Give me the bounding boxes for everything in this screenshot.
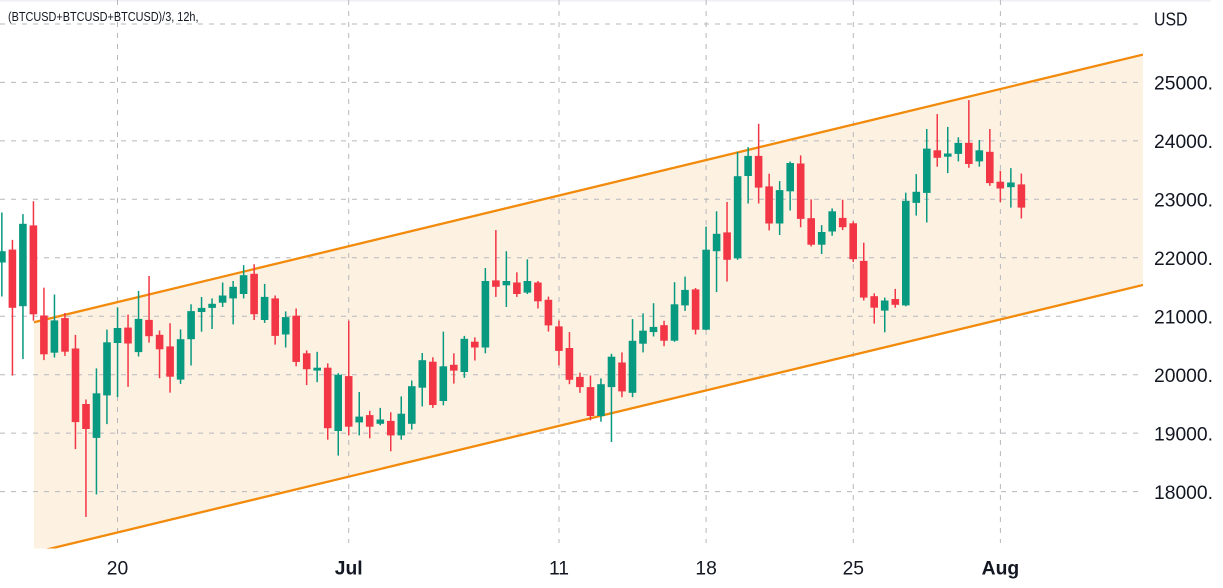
svg-text:18000.: 18000. (1154, 483, 1213, 504)
svg-text:19000.: 19000. (1154, 424, 1213, 445)
svg-text:23000.: 23000. (1154, 191, 1213, 212)
svg-text:25: 25 (843, 559, 864, 580)
svg-text:USD: USD (1154, 9, 1188, 30)
svg-text:(BTCUSD+BTCUSD+BTCUSD)/3, 12h,: (BTCUSD+BTCUSD+BTCUSD)/3, 12h, (8, 9, 199, 24)
svg-text:Jul: Jul (335, 559, 363, 580)
svg-text:21000.: 21000. (1154, 307, 1213, 328)
svg-text:11: 11 (549, 559, 569, 580)
svg-text:20: 20 (107, 559, 128, 580)
svg-text:20000.: 20000. (1154, 366, 1213, 387)
svg-text:25000.: 25000. (1154, 74, 1213, 95)
svg-text:24000.: 24000. (1154, 132, 1213, 153)
svg-text:Aug: Aug (982, 559, 1019, 580)
svg-text:22000.: 22000. (1154, 249, 1213, 270)
svg-text:18: 18 (695, 559, 716, 580)
